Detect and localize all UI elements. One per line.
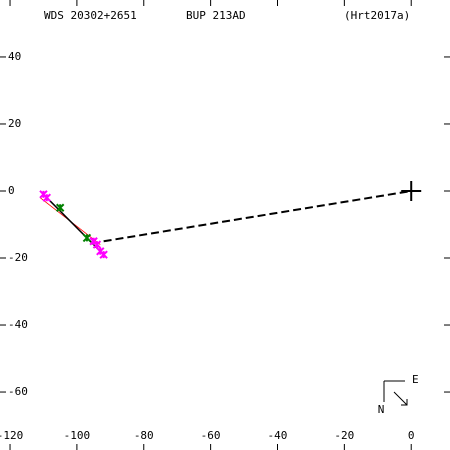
observation [82, 233, 92, 243]
y-tick-label: 0 [8, 184, 15, 197]
primary-star [401, 180, 422, 201]
chart-subtitle: BUP 213AD [186, 9, 246, 22]
observation [99, 250, 108, 259]
x-tick-label: -100 [64, 429, 91, 442]
x-tick-label: -120 [0, 429, 23, 442]
compass-north: N [378, 403, 385, 416]
compass-arrow-head [401, 399, 408, 406]
observation [42, 193, 52, 202]
compass [383, 380, 408, 406]
x-tick-label: -40 [268, 429, 288, 442]
x-tick-label: -80 [134, 429, 154, 442]
y-tick-label: -40 [8, 318, 28, 331]
compass-east: E [412, 373, 419, 386]
y-tick-label: 20 [8, 117, 21, 130]
x-tick-label: -20 [334, 429, 354, 442]
dashed-line [103, 190, 412, 243]
compass-arrow [393, 391, 408, 406]
x-tick-label: 0 [408, 429, 415, 442]
y-tick-label: 40 [8, 50, 21, 63]
observation [55, 203, 65, 212]
chart-title: WDS 20302+2651 [44, 9, 137, 22]
reference: (Hrt2017a) [344, 9, 410, 22]
observation [92, 240, 102, 249]
y-tick-label: -20 [8, 251, 28, 264]
x-tick-label: -60 [201, 429, 221, 442]
y-tick-label: -60 [8, 385, 28, 398]
